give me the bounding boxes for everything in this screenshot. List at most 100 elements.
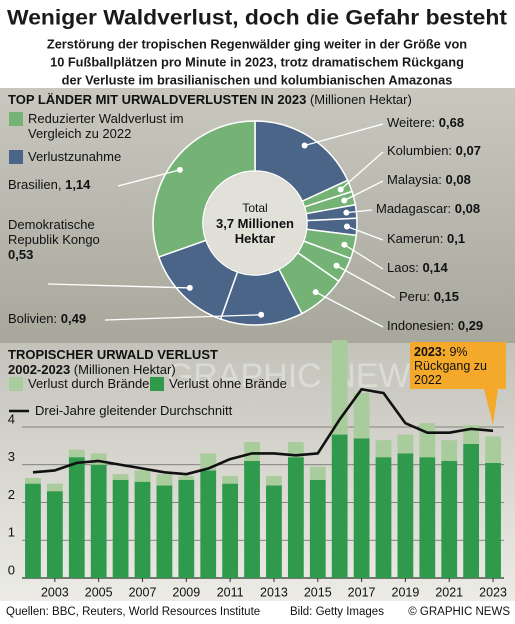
slice-name: Demokratische Republik Kongo [8,217,100,247]
x-tick-label: 2007 [129,585,157,599]
bar-segment [441,440,458,461]
leader-line [104,314,262,321]
leader-dot [341,197,348,204]
donut-slice [152,120,256,258]
legend-swatch [9,112,23,126]
bar-segment [419,457,436,578]
section-subtitle: (Millionen Hektar) [73,362,176,377]
slice-label: Madagascar: 0,08 [376,201,501,216]
slice-value: 0,08 [445,172,471,187]
x-tick-label: 2017 [348,585,376,599]
leader-dot [186,284,193,291]
bar-segment [244,460,260,578]
x-tick-label: 2003 [41,585,69,599]
bar-segment [397,434,414,454]
leader-line [304,123,384,147]
slice-label: Bolivien: 0,49 [8,311,108,326]
slice-value: 0,1 [447,231,466,246]
center-label: Total [242,201,268,215]
leader-dot [312,289,319,296]
bar-segment [222,483,239,578]
leader-dot [176,166,183,173]
slice-name: Madagascar: [376,201,452,216]
leader-line [344,244,384,270]
slice-value: 0,07 [455,143,481,158]
bar-segment [46,483,63,492]
slice-name: Brasilien, [8,177,62,192]
bar-segment [134,470,151,482]
title: Weniger Waldverlust, doch die Gefahr bes… [7,7,507,30]
bar-segment [331,434,348,578]
subtitle: 10 Fußballplätzen pro Minute in 2023, tr… [50,54,464,69]
bar-segment [309,479,326,578]
annotation-bold: 2023: [414,345,446,359]
slice-label: Peru: 0,15 [399,289,515,304]
x-tick-label: 2019 [392,585,420,599]
legend-label: Drei-Jahre gleitender Durchschnitt [35,403,233,418]
bar-segment [134,481,151,578]
average-line [32,387,494,476]
bar-segment [156,474,173,486]
bar-segment [419,423,436,458]
leader-dot [343,209,350,216]
section-title: TOP LÄNDER MIT URWALDVERLUSTEN IN 2023 (… [8,92,508,107]
bar-segment [178,476,195,480]
slice-label: Laos: 0,14 [387,260,512,275]
legend-swatch [9,377,23,391]
leader-dot [341,241,348,248]
slice-value: 1,14 [65,177,91,192]
legend-swatch [150,377,164,391]
slice-value: 0,68 [438,115,465,130]
slice-label: Brasilien, 1,14 [8,177,118,192]
bar-segment [375,457,392,578]
donut-hole [204,172,306,274]
bar-segment [353,438,370,578]
y-tick-label: 1 [8,525,15,540]
bar-segment [68,449,85,458]
image-credit: Bild: Getty Images [290,606,384,618]
leader-line [117,169,181,187]
leader-dot [301,142,308,149]
bar-segment [25,477,41,484]
legend-label: Reduzierter Waldverlust im Vergleich zu … [28,111,184,141]
leader-dot [333,262,340,269]
section-title-text: TOP LÄNDER MIT URWALDVERLUSTEN IN 2023 [8,92,307,107]
leader-dot [258,311,265,318]
x-tick-label: 2023 [479,585,507,599]
copyright: © GRAPHIC NEWS [408,606,510,618]
leader-line [315,291,384,328]
slice-value: 0,49 [60,311,87,326]
slice-value: 0,15 [433,289,460,304]
bar-segment [266,485,282,578]
slice-name: Peru: [399,289,431,304]
leader-dot [343,223,350,230]
watermark: GRAPHIC NEWS [167,357,433,395]
slice-value: 0,53 [8,247,34,262]
section-subtitle: (Millionen Hektar) [309,92,412,107]
bar-segment [397,453,414,578]
bar-segment [46,491,63,578]
section-title: TROPISCHER URWALD VERLUST 2002-2023 (Mil… [8,347,223,377]
bar-segment [463,443,480,578]
bar-segment [90,453,107,465]
slice-name: Laos: [387,260,419,275]
bar-segment [331,340,348,435]
x-tick-label: 2013 [260,585,288,599]
bar-segment [353,393,370,439]
center-value: 3,7 Millionen Hektar [215,216,294,246]
slice-value: 0,14 [422,260,448,275]
leader-line [47,283,190,289]
annotation: 2023: 9% Rückgang zu 2022 [414,345,504,387]
subtitle: der Verluste im brasilianischen und kolu… [62,72,453,87]
x-tick-label: 2015 [304,585,332,599]
slice-name: Kolumbien: [387,143,453,158]
bar-segment [178,479,195,578]
x-tick-label: 2021 [435,585,463,599]
slice-name: Bolivien: [8,311,58,326]
y-tick-label: 0 [8,562,15,577]
bar-segment [25,483,41,578]
bar-segment [68,457,85,578]
leader-line [343,180,384,202]
bar-segment [485,436,501,463]
x-tick-label: 2005 [85,585,113,599]
